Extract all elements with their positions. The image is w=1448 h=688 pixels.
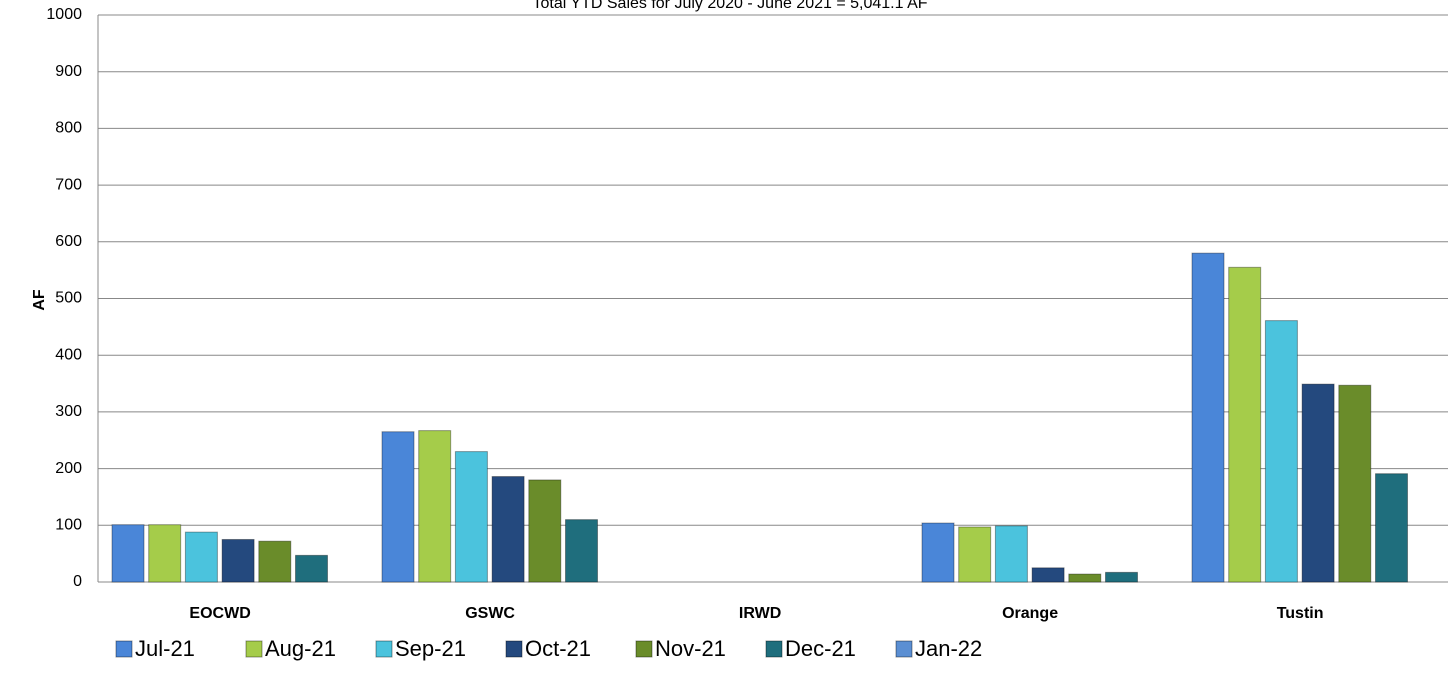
y-tick-label: 700: [55, 176, 82, 193]
chart-title: Total YTD Sales for July 2020 - June 202…: [532, 0, 927, 12]
y-tick-label: 400: [55, 346, 82, 363]
y-tick-label: 500: [55, 290, 82, 307]
y-tick-label: 300: [55, 403, 82, 420]
legend-swatch: [505, 640, 523, 658]
bar: [258, 540, 292, 583]
bar: [528, 479, 562, 583]
bar: [295, 554, 328, 583]
legend-swatch: [245, 640, 263, 658]
bar: [454, 451, 488, 583]
legend-swatch: [895, 640, 913, 658]
bar: [1105, 571, 1138, 583]
y-tick-label: 0: [73, 573, 82, 590]
legend-label: Nov-21: [655, 636, 726, 661]
y-tick-label: 800: [55, 120, 82, 137]
y-tick-label: 1000: [46, 6, 82, 23]
bar: [1264, 320, 1298, 583]
legend-swatch: [375, 640, 393, 658]
bar: [148, 524, 182, 583]
x-tick-label: Orange: [1002, 605, 1058, 622]
x-tick-label: EOCWD: [189, 605, 250, 622]
y-axis-label: AF: [31, 289, 48, 311]
legend-swatch: [765, 640, 783, 658]
x-tick-label: IRWD: [739, 605, 781, 622]
bar: [418, 430, 452, 583]
bar: [491, 476, 525, 583]
bar: [1228, 266, 1262, 583]
bar: [1301, 383, 1335, 583]
legend-swatch: [115, 640, 133, 658]
legend-label: Jul-21: [135, 636, 195, 661]
bar: [381, 431, 415, 583]
legend-label: Jan-22: [915, 636, 982, 661]
y-tick-label: 900: [55, 63, 82, 80]
bar: [1031, 567, 1065, 583]
bar: [1191, 252, 1225, 583]
legend-label: Aug-21: [265, 636, 336, 661]
bar: [921, 522, 955, 583]
bar: [994, 525, 1028, 583]
bar: [184, 531, 218, 583]
bar: [958, 526, 992, 583]
y-tick-label: 600: [55, 233, 82, 250]
legend-label: Oct-21: [525, 636, 591, 661]
bar: [1338, 384, 1372, 583]
legend-label: Dec-21: [785, 636, 856, 661]
bar: [111, 524, 145, 583]
bar: [1068, 573, 1102, 583]
legend-label: Sep-21: [395, 636, 466, 661]
y-tick-label: 200: [55, 460, 82, 477]
y-tick-label: 100: [55, 517, 82, 534]
legend-swatch: [635, 640, 653, 658]
x-tick-label: Tustin: [1277, 605, 1324, 622]
bar: [221, 538, 255, 583]
x-tick-label: GSWC: [465, 605, 515, 622]
bar: [1375, 473, 1408, 583]
bar: [565, 519, 598, 583]
